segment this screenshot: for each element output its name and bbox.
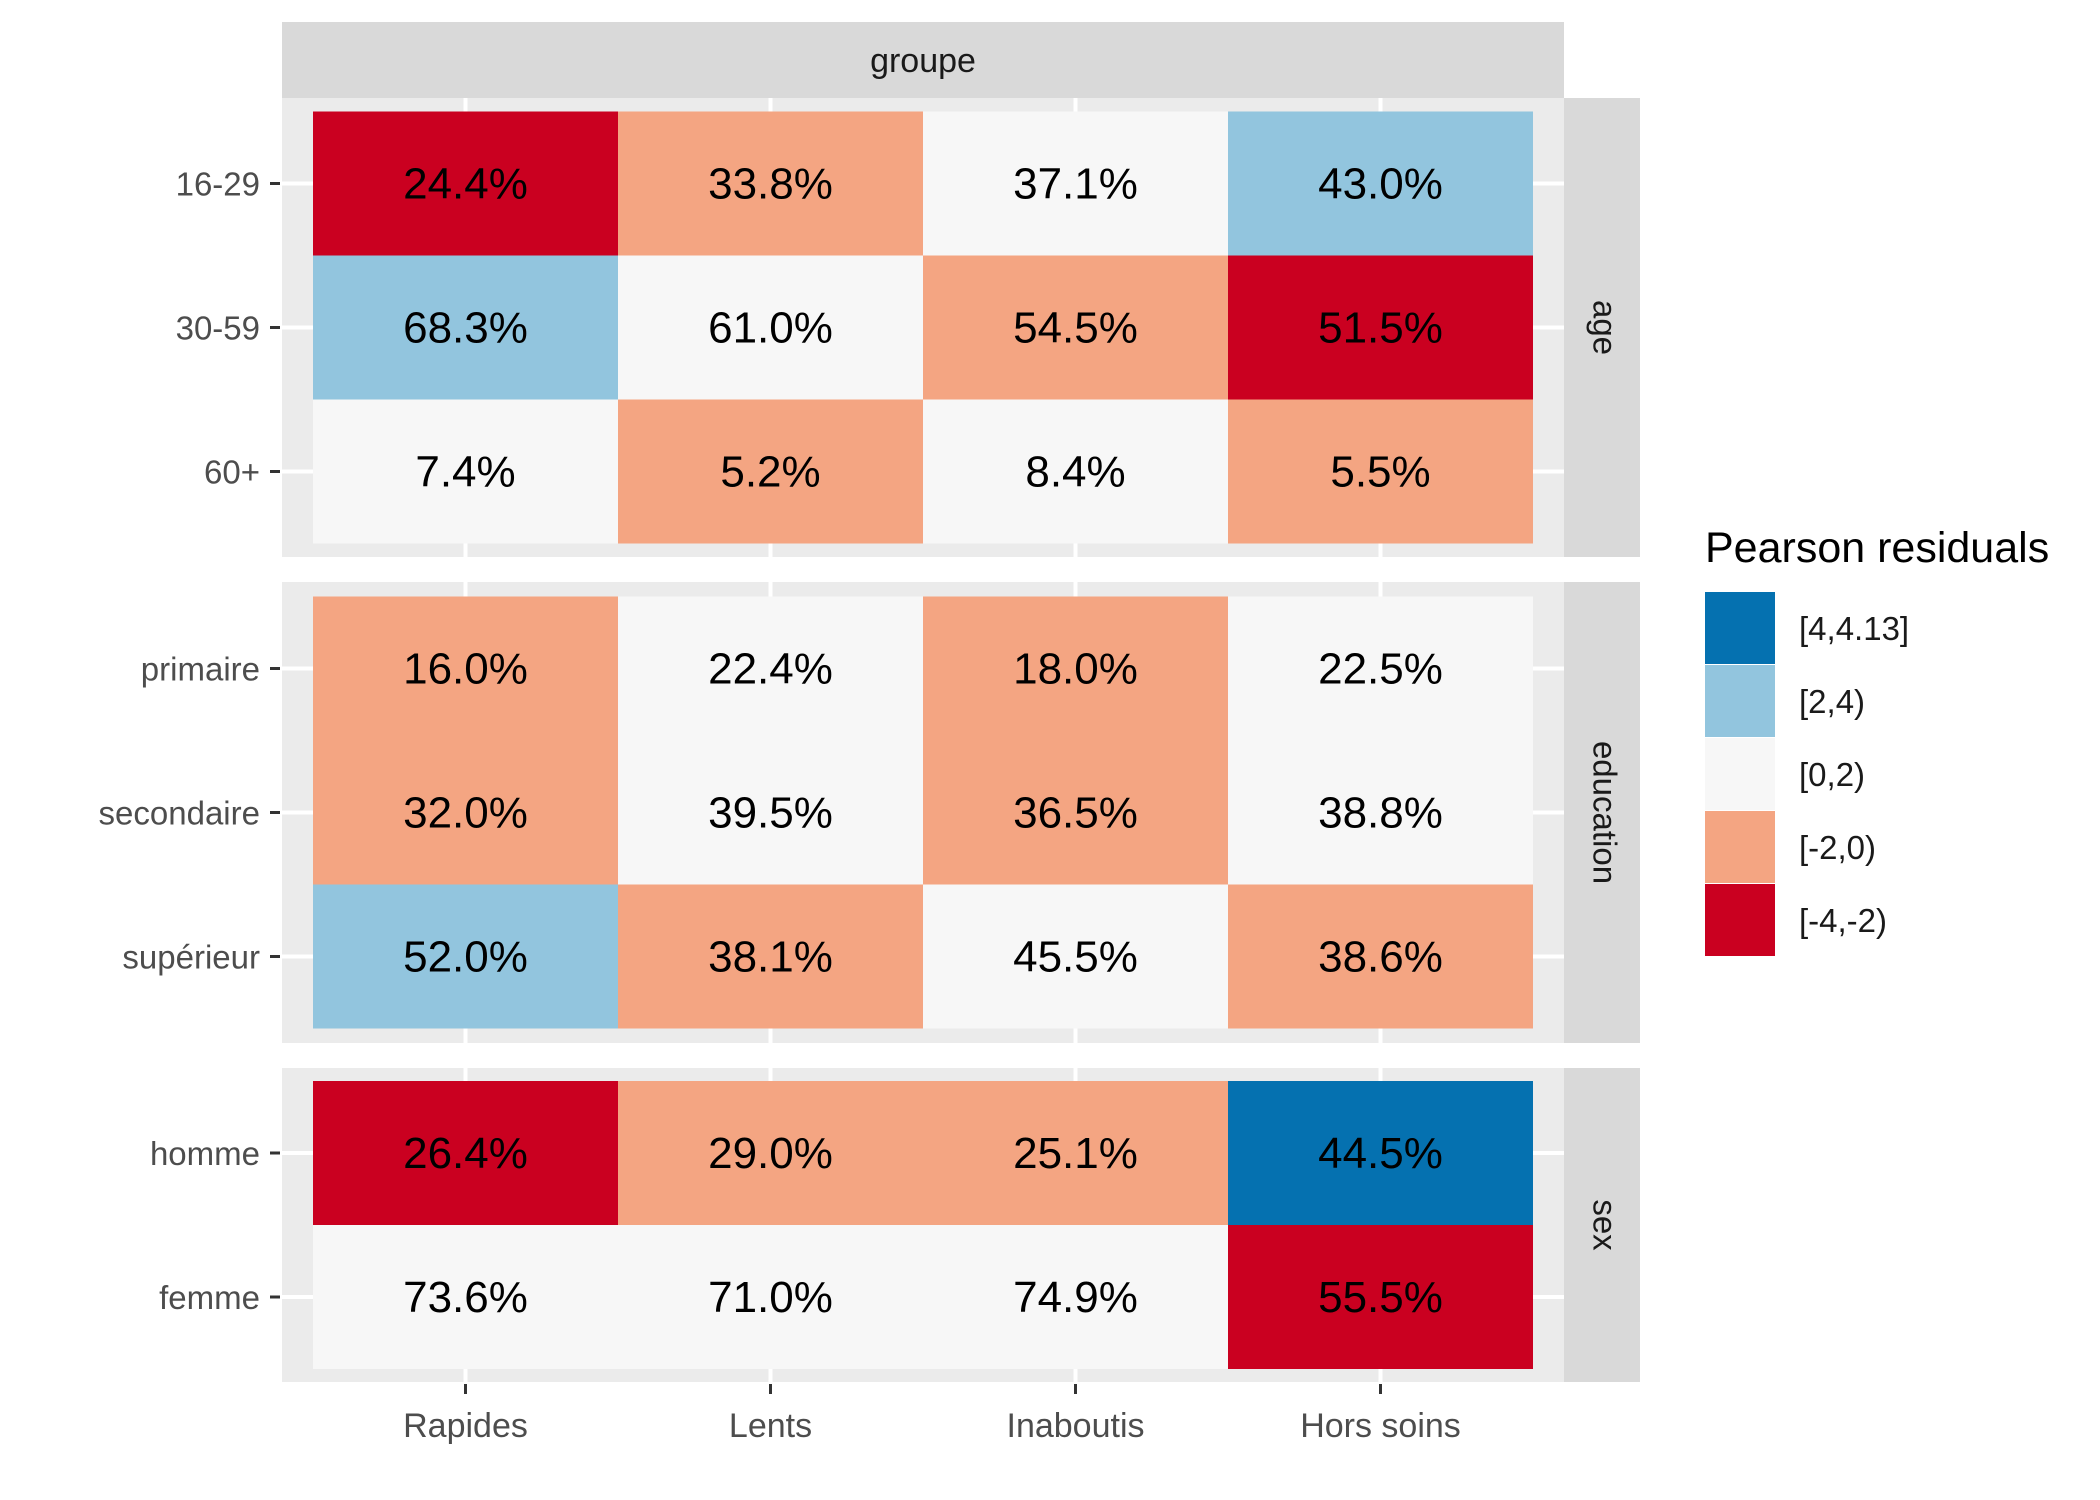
cell-label: 5.2% [720,448,820,497]
legend-key [1705,665,1775,737]
heatmap-cell [1228,111,1533,256]
heatmap-cell [313,596,618,741]
heatmap-cell [1228,399,1533,544]
x-tick-label: Lents [729,1407,812,1445]
legend-label: [-2,0) [1799,829,1876,866]
y-tick-label: 60+ [204,454,260,491]
legend-label: [2,4) [1799,683,1865,720]
heatmap-cell [618,399,923,544]
cell-label: 45.5% [1013,933,1138,982]
cell-label: 71.0% [708,1273,833,1322]
right-strip-age [1564,98,1640,557]
legend-label: [0,2) [1799,756,1865,793]
heatmap-cell [923,1081,1228,1225]
top-strip-label: groupe [870,42,976,80]
y-tick-label: 16-29 [176,166,260,203]
heatmap-cell [618,596,923,741]
cell-label: 25.1% [1013,1129,1138,1178]
cell-label: 33.8% [708,160,833,209]
heatmap-cell [1228,740,1533,885]
legend-key [1705,738,1775,810]
cell-label: 5.5% [1330,448,1430,497]
heatmap-cell [313,884,618,1029]
cell-label: 44.5% [1318,1129,1443,1178]
cell-label: 26.4% [403,1129,528,1178]
cell-label: 43.0% [1318,160,1443,209]
heatmap-cell [618,1225,923,1369]
heatmap-cell [1228,1081,1533,1225]
right-strip-education [1564,582,1640,1043]
heatmap-cell [313,399,618,544]
heatmap-cell [923,1225,1228,1369]
x-tick-label: Rapides [403,1407,528,1445]
cell-label: 54.5% [1013,304,1138,353]
heatmap-cell [1228,255,1533,400]
cell-label: 8.4% [1025,448,1125,497]
x-tick-label: Hors soins [1300,1407,1461,1445]
heatmap-cell [618,740,923,885]
heatmap-cell [618,255,923,400]
cell-label: 73.6% [403,1273,528,1322]
cell-label: 39.5% [708,789,833,838]
top-strip [282,22,1564,98]
legend-key [1705,592,1775,664]
right-strip-sex [1564,1068,1640,1382]
cell-label: 38.8% [1318,789,1443,838]
cell-label: 37.1% [1013,160,1138,209]
right-strip-label: age [1586,300,1623,355]
right-strip-label: sex [1586,1199,1623,1251]
y-tick-label: primaire [141,651,260,688]
heatmap-cell [923,740,1228,885]
right-strip-label: education [1586,741,1623,884]
y-tick-label: 30-59 [176,310,260,347]
heatmap-cell [313,1081,618,1225]
cell-label: 18.0% [1013,645,1138,694]
heatmap-cell [618,111,923,256]
heatmap-cell [1228,1225,1533,1369]
heatmap-cell [618,884,923,1029]
heatmap-cell [313,1225,618,1369]
legend: Pearson residuals [4,4.13] [2,4) [0,2) [-2,0… [1705,524,2049,956]
cell-label: 61.0% [708,304,833,353]
cell-label: 22.4% [708,645,833,694]
legend-label: [-4,-2) [1799,902,1887,939]
cell-label: 29.0% [708,1129,833,1178]
cell-label: 24.4% [403,160,528,209]
y-tick-label: secondaire [99,795,260,832]
cell-label: 55.5% [1318,1273,1443,1322]
heatmap-cell [313,255,618,400]
heatmap-cell [313,740,618,885]
cell-label: 68.3% [403,304,528,353]
heatmap-cell [313,111,618,256]
heatmap-cell [923,255,1228,400]
plot-area: groupe 24.4% 33.8% 37.1% 43.0% 16-29 68.3% 61.0… [99,22,1640,1445]
heatmap-cell [1228,884,1533,1029]
cell-label: 7.4% [415,448,515,497]
cell-label: 38.6% [1318,933,1443,982]
heatmap-cell [1228,596,1533,741]
legend-key [1705,811,1775,883]
heatmap-cell [923,596,1228,741]
heatmap-cell [923,884,1228,1029]
cell-label: 16.0% [403,645,528,694]
heatmap-cell [923,399,1228,544]
cell-label: 38.1% [708,933,833,982]
legend-key [1705,884,1775,956]
y-tick-label: femme [159,1279,260,1316]
cell-label: 36.5% [1013,789,1138,838]
cell-label: 51.5% [1318,304,1443,353]
y-tick-label: homme [150,1135,260,1172]
cell-label: 22.5% [1318,645,1443,694]
y-tick-label: supérieur [122,939,260,976]
x-tick-label: Inaboutis [1007,1407,1145,1445]
legend-label: [4,4.13] [1799,610,1909,647]
heatmap-cell [618,1081,923,1225]
cell-label: 74.9% [1013,1273,1138,1322]
heatmap-cell [923,111,1228,256]
legend-title: Pearson residuals [1705,524,2049,572]
cell-label: 32.0% [403,789,528,838]
cell-label: 52.0% [403,933,528,982]
